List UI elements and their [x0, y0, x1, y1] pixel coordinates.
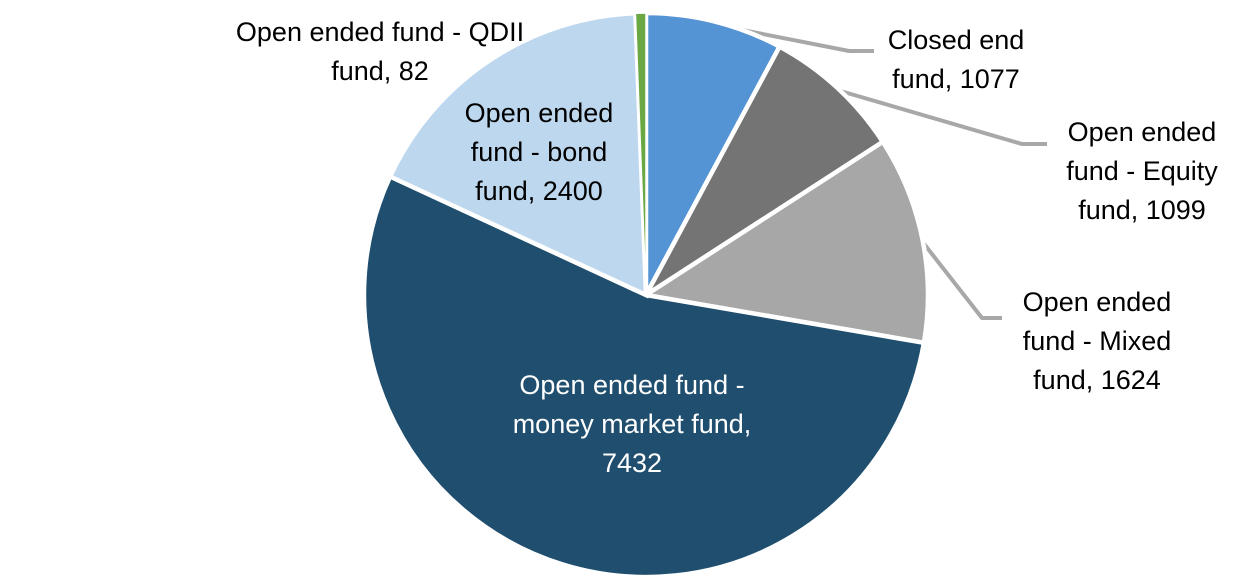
leader-line-equity-fund [836, 88, 1047, 146]
pie-slice-open-ended-fund-qdii-fund[interactable] [634, 12, 647, 296]
label-line: fund, 1624 [1033, 365, 1161, 395]
pie-slice-open-ended-fund-mixed-fund[interactable] [639, 138, 931, 346]
label-line: fund, 2400 [475, 176, 603, 206]
label-line: Open ended [464, 98, 614, 128]
label-line: fund, 82 [331, 56, 429, 86]
label-mixed-fund: Open ended fund - Mixed fund, 1624 [1023, 283, 1172, 400]
label-line: Open ended fund - QDII [235, 17, 525, 47]
label-line: fund - bond [470, 137, 608, 167]
label-line: fund - Equity [1066, 156, 1218, 186]
pie-slice-closed-end-fund[interactable] [643, 10, 783, 297]
label-line: money market fund, [512, 409, 752, 439]
label-line: Closed end [887, 25, 1025, 55]
label-line: fund, 1099 [1078, 195, 1206, 225]
pie-slice-open-ended-fund-money-market-fund[interactable] [361, 173, 927, 580]
label-line: 7432 [601, 448, 663, 478]
leader-line-closed-end-fund [711, 22, 874, 53]
label-qdii-fund: Open ended fund - QDII fund, 82 [236, 13, 524, 91]
label-equity-fund: Open ended fund - Equity fund, 1099 [1066, 113, 1218, 230]
label-line: Open ended [1067, 117, 1217, 147]
label-line: Open ended fund - [519, 370, 745, 400]
label-line: fund, 1077 [892, 64, 1020, 94]
label-line: fund - Mixed [1022, 326, 1172, 356]
leader-line-mixed-fund [919, 238, 1002, 320]
pie-slice-open-ended-fund-bond-fund[interactable] [387, 10, 649, 299]
label-bond-fund: Open ended fund - bond fund, 2400 [465, 94, 614, 211]
pie-slice-open-ended-fund-equity-fund[interactable] [644, 43, 886, 297]
label-line: Open ended [1022, 287, 1172, 317]
label-closed-end-fund: Closed end fund, 1077 [888, 21, 1025, 99]
label-money-market-fund: Open ended fund - money market fund, 743… [513, 366, 752, 483]
